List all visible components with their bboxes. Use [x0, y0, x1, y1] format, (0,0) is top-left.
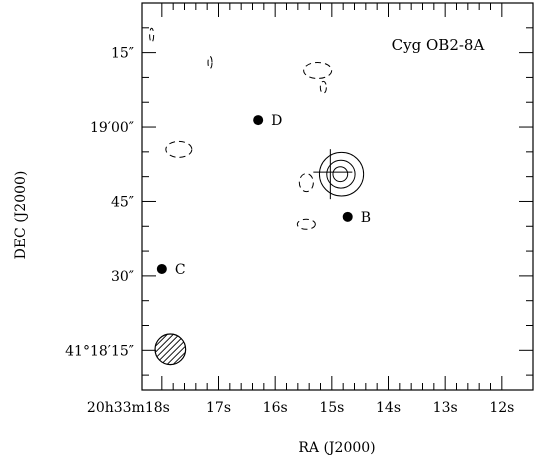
radio-contour-level	[332, 166, 349, 183]
beam-hatching	[155, 334, 186, 365]
y-tick-label: 30″	[111, 269, 134, 285]
y-tick-label: 15″	[111, 46, 134, 62]
beam-hatch-line	[160, 334, 186, 365]
y-tick-label: 41°18′15″	[65, 343, 134, 359]
x-tick-labels: 20h33m18s 17s 16s 15s 14s 13s 12s	[87, 400, 514, 416]
negative-contour	[303, 61, 333, 79]
y-tick-label: 19′00″	[90, 120, 134, 136]
radio-cross	[313, 149, 353, 200]
radio-contour-level	[318, 151, 365, 197]
x-tick-label: 13s	[433, 400, 458, 416]
x-ticks	[161, 3, 503, 390]
beam-hatch-line	[172, 334, 186, 365]
chart-title: Cyg OB2-8A	[392, 36, 485, 54]
star-label-d: D	[271, 113, 282, 129]
star-marker-d	[253, 115, 264, 126]
beam-hatch-line	[166, 334, 186, 365]
star-label-c: C	[175, 262, 186, 278]
dashed-contours	[149, 27, 333, 230]
x-axis-label: RA (J2000)	[298, 440, 375, 456]
beam-hatch-line	[178, 334, 186, 365]
y-tick-label: 45″	[111, 194, 134, 210]
beam-hatch-line	[155, 334, 174, 365]
source-points	[156, 115, 353, 274]
beam	[154, 333, 187, 366]
x-tick-label: 15s	[319, 400, 344, 416]
negative-contour	[298, 173, 314, 193]
negative-contour	[165, 140, 193, 158]
negative-contour	[207, 56, 213, 70]
source-labels: B C D	[175, 113, 371, 278]
y-tick-labels: 41°18′15″ 30″ 45″ 19′00″ 15″	[65, 46, 134, 360]
plot-frame	[141, 2, 534, 391]
x-tick-label: 14s	[376, 400, 401, 416]
x-tick-label: 17s	[206, 400, 231, 416]
negative-contour	[149, 27, 155, 43]
x-tick-label: 12s	[489, 400, 514, 416]
beam-outline-circle	[154, 333, 187, 366]
beam-hatch-line	[155, 334, 180, 365]
negative-contour	[319, 80, 327, 94]
radio-contour-level	[326, 159, 356, 189]
negative-contour	[296, 218, 316, 230]
beam-hatch-line	[155, 334, 168, 365]
beam-hatch-line	[184, 334, 186, 365]
x-tick-label: 16s	[263, 400, 288, 416]
radio-contours	[318, 151, 365, 197]
y-axis-label: DEC (J2000)	[13, 171, 29, 260]
beam-hatch-line	[155, 334, 186, 365]
beam-hatch-line	[155, 334, 162, 365]
star-label-b: B	[361, 210, 371, 226]
star-marker-c	[156, 263, 167, 274]
x-tick-label: 20h33m18s	[87, 400, 170, 416]
star-marker-b	[342, 211, 353, 222]
y-ticks	[142, 2, 533, 376]
